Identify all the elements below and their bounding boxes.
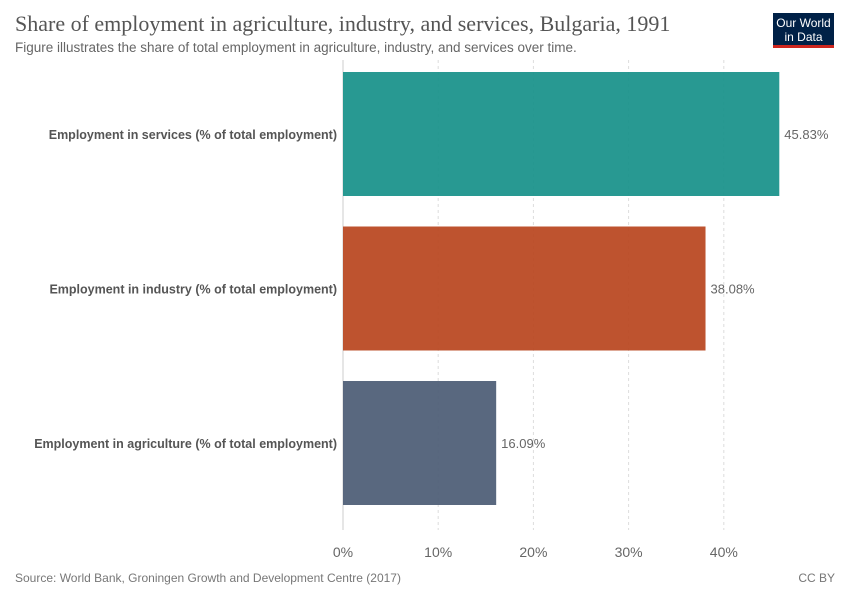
bars	[343, 72, 780, 505]
x-tick-label: 30%	[615, 544, 643, 560]
bar[interactable]	[343, 226, 706, 351]
logo-line-2: in Data	[784, 30, 823, 44]
labels: Employment in services (% of total emplo…	[34, 127, 829, 451]
x-tick-label: 0%	[333, 544, 353, 560]
category-label: Employment in services (% of total emplo…	[49, 128, 337, 142]
license-link[interactable]: CC BY	[798, 571, 835, 585]
owid-logo[interactable]: Our World in Data	[773, 13, 834, 48]
x-axis-ticks: 0% 10% 20% 30% 40%	[333, 544, 738, 560]
bar[interactable]	[343, 381, 497, 505]
category-label: Employment in agriculture (% of total em…	[34, 437, 337, 451]
x-tick-label: 10%	[424, 544, 452, 560]
source-note[interactable]: Source: World Bank, Groningen Growth and…	[15, 571, 401, 585]
chart-subtitle: Figure illustrates the share of total em…	[15, 40, 577, 55]
value-label: 38.08%	[711, 282, 756, 297]
x-tick-label: 20%	[519, 544, 547, 560]
value-label: 16.09%	[501, 436, 546, 451]
chart-title: Share of employment in agriculture, indu…	[15, 11, 671, 36]
bar[interactable]	[343, 72, 780, 196]
value-label: 45.83%	[784, 127, 829, 142]
category-label: Employment in industry (% of total emplo…	[49, 283, 337, 297]
logo-line-1: Our World	[776, 16, 831, 30]
x-tick-label: 40%	[710, 544, 738, 560]
